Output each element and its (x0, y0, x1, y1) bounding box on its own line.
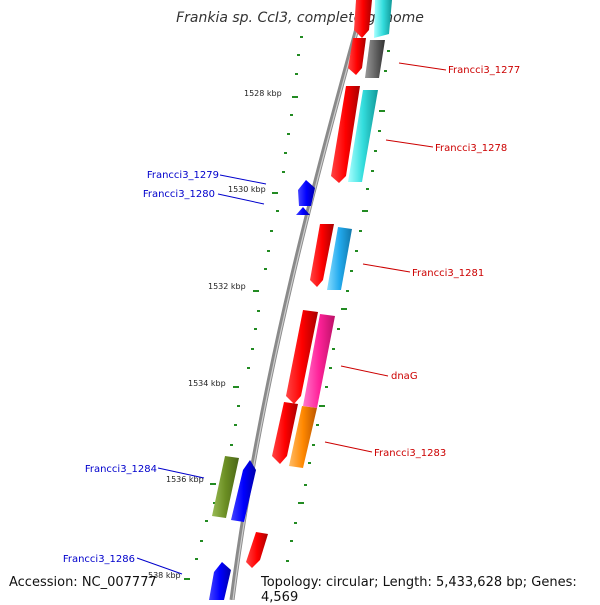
gene-arrow-francci3-1279[interactable] (298, 180, 315, 206)
accession-text: Accession: NC_007777 (9, 575, 157, 590)
gene-label[interactable]: Francci3_1284 (85, 464, 157, 475)
scale-label: 1536 kbp (166, 475, 204, 484)
scale-label: 1528 kbp (244, 89, 282, 98)
gene-label[interactable]: Francci3_1281 (412, 268, 484, 279)
gene-label[interactable]: Francci3_1278 (435, 143, 507, 154)
gene-arrow-francci3-1283[interactable] (272, 402, 317, 468)
gene-arrow-francci3-1281[interactable] (310, 224, 352, 290)
gene-label[interactable]: dnaG (391, 371, 418, 382)
scale-label: 1532 kbp (208, 282, 246, 291)
scale-label: 1534 kbp (188, 379, 226, 388)
gene-arrow-unlabeled[interactable] (246, 532, 268, 568)
gene-arrow-partial[interactable] (354, 0, 392, 38)
gene-arrow-francci3-1280[interactable] (296, 207, 310, 215)
topology-text: Topology: circular; Length: 5,433,628 bp… (261, 575, 577, 605)
gene-arrow-francci3-1277[interactable] (348, 38, 385, 78)
gene-arrow-francci3-1278[interactable] (331, 86, 378, 183)
gene-label[interactable]: Francci3_1277 (448, 65, 520, 76)
scale-label: 538 kbp (148, 571, 181, 580)
label-leader-lines (136, 62, 447, 575)
gene-label[interactable]: Francci3_1279 (147, 170, 219, 181)
scale-label: 1530 kbp (228, 185, 266, 194)
gene-arrow-dnag[interactable] (286, 310, 335, 408)
gene-arrow-francci3-1284[interactable] (212, 456, 256, 522)
gene-label[interactable]: Francci3_1283 (374, 448, 446, 459)
gene-label[interactable]: Francci3_1286 (63, 554, 135, 565)
gene-arrow-francci3-1286[interactable] (209, 562, 231, 600)
gene-label[interactable]: Francci3_1280 (143, 189, 215, 200)
